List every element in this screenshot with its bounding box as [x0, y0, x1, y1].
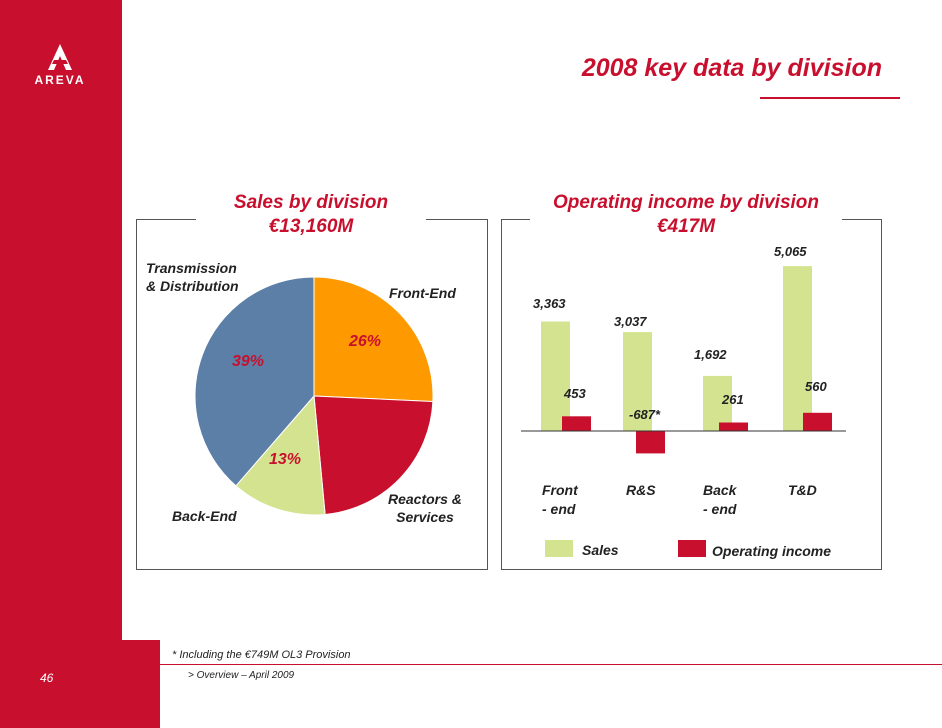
sidebar-tail — [122, 640, 160, 728]
sales-value-rs: 3,037 — [614, 314, 647, 329]
label-reactors-line1: Reactors & — [388, 491, 462, 507]
income-value-back: 261 — [722, 392, 744, 407]
label-back-end: Back-End — [172, 508, 237, 524]
footnote: * Including the €749M OL3 Provision — [172, 649, 351, 661]
category-rs: R&S — [626, 481, 656, 500]
page-number: 46 — [40, 671, 54, 685]
sales-value-back: 1,692 — [694, 347, 727, 362]
income-value-front: 453 — [564, 386, 586, 401]
pct-reactors: 23% — [352, 441, 385, 458]
title-rule — [760, 97, 900, 99]
category-front: Front - end — [542, 481, 578, 519]
pct-front-end: 26% — [349, 333, 382, 350]
areva-logo-icon — [48, 44, 72, 70]
sales-title-line1: Sales by division — [233, 192, 389, 213]
income-title-line1: Operating income by division — [552, 192, 820, 213]
bottom-rule — [0, 664, 942, 665]
label-td-line2: & Distribution — [146, 278, 239, 294]
sales-panel-title: Sales by division €13,160M — [196, 191, 426, 239]
legend-sales-swatch — [545, 540, 573, 557]
category-back: Back - end — [703, 481, 736, 519]
logo-text: AREVA — [34, 73, 86, 87]
sidebar-band — [0, 0, 122, 728]
income-value-rs: -687* — [629, 407, 661, 422]
label-reactors: Reactors & Services — [388, 490, 462, 526]
category-back-line2: - end — [703, 501, 737, 517]
sales-value-front: 3,363 — [533, 296, 566, 311]
pct-back-end: 13% — [269, 451, 302, 468]
legend-income-label: Operating income — [712, 543, 832, 559]
category-td: T&D — [788, 481, 817, 500]
income-value-td: 560 — [805, 379, 827, 394]
sales-value-td: 5,065 — [774, 244, 807, 259]
footer-text: > Overview – April 2009 — [188, 670, 295, 681]
label-reactors-line2: Services — [396, 509, 454, 525]
label-td: Transmission & Distribution — [146, 259, 239, 295]
income-title-line2: €417M — [656, 216, 716, 237]
pct-td: 39% — [232, 353, 265, 370]
category-front-line1: Front — [542, 482, 578, 498]
category-rs-line1: R&S — [626, 482, 656, 498]
label-td-line1: Transmission — [146, 260, 237, 276]
legend-sales-label: Sales — [582, 542, 619, 558]
category-td-line1: T&D — [788, 482, 817, 498]
slide-title: 2008 key data by division — [581, 54, 882, 82]
sales-title-line2: €13,160M — [268, 216, 354, 237]
areva-logo: AREVA — [10, 40, 120, 100]
label-front-end: Front-End — [389, 285, 456, 301]
income-panel-title: Operating income by division €417M — [530, 191, 842, 239]
legend-income-swatch — [678, 540, 706, 557]
category-front-line2: - end — [542, 501, 576, 517]
category-back-line1: Back — [703, 482, 737, 498]
